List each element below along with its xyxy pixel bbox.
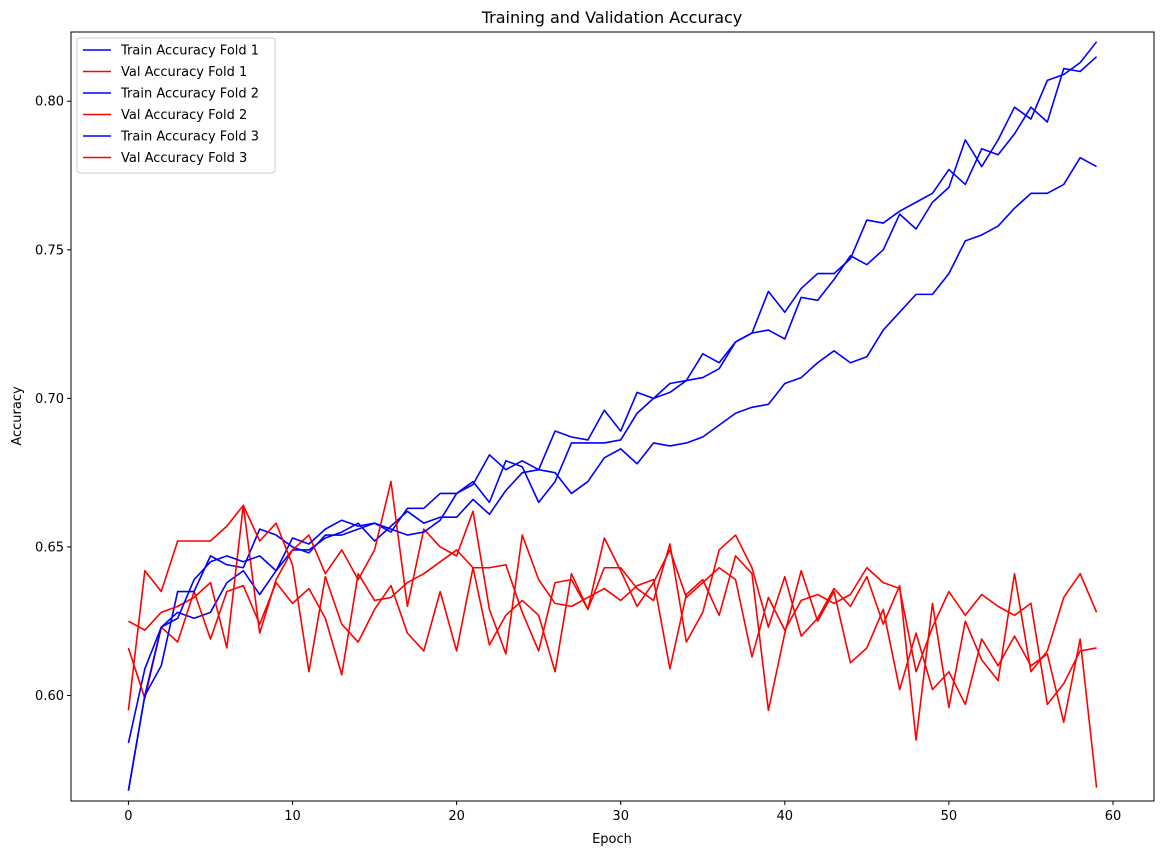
y-tick-label: 0.70 xyxy=(35,392,64,407)
plot-area xyxy=(127,41,1098,791)
y-tick-label: 0.65 xyxy=(35,540,64,555)
legend-label: Train Accuracy Fold 1 xyxy=(120,44,259,59)
x-axis: 0 10 20 30 40 50 60 xyxy=(124,801,1121,824)
y-tick-label: 0.80 xyxy=(35,95,64,110)
series-line-4 xyxy=(128,480,1098,788)
x-axis-title: Epoch xyxy=(592,832,632,847)
chart-title: Training and Validation Accuracy xyxy=(481,8,743,27)
plot-frame xyxy=(70,31,1155,802)
y-tick-label: 0.60 xyxy=(35,689,64,704)
legend-box xyxy=(76,37,276,174)
x-tick-label: 20 xyxy=(448,809,465,824)
x-tick-label: 40 xyxy=(777,809,794,824)
series-line-6 xyxy=(127,504,1097,711)
x-tick-label: 50 xyxy=(941,809,958,824)
x-tick-label: 30 xyxy=(612,809,629,824)
y-axis: 0.60 0.65 0.70 0.75 0.80 xyxy=(35,95,71,704)
legend: Train Accuracy Fold 1 Val Accuracy Fold 1… xyxy=(76,37,276,174)
x-tick-label: 60 xyxy=(1105,809,1122,824)
legend-label: Val Accuracy Fold 1 xyxy=(121,65,247,80)
legend-label: Train Accuracy Fold 2 xyxy=(120,87,259,102)
legend-label: Val Accuracy Fold 3 xyxy=(121,151,247,166)
x-tick-label: 0 xyxy=(124,809,132,824)
y-tick-label: 0.75 xyxy=(35,243,64,258)
series-line-2 xyxy=(127,534,1098,741)
x-tick-label: 10 xyxy=(284,809,301,824)
legend-label: Val Accuracy Fold 2 xyxy=(121,108,247,123)
y-axis-title: Accuracy xyxy=(10,386,25,446)
series-line-5 xyxy=(127,156,1097,791)
legend-label: Train Accuracy Fold 3 xyxy=(120,130,259,145)
